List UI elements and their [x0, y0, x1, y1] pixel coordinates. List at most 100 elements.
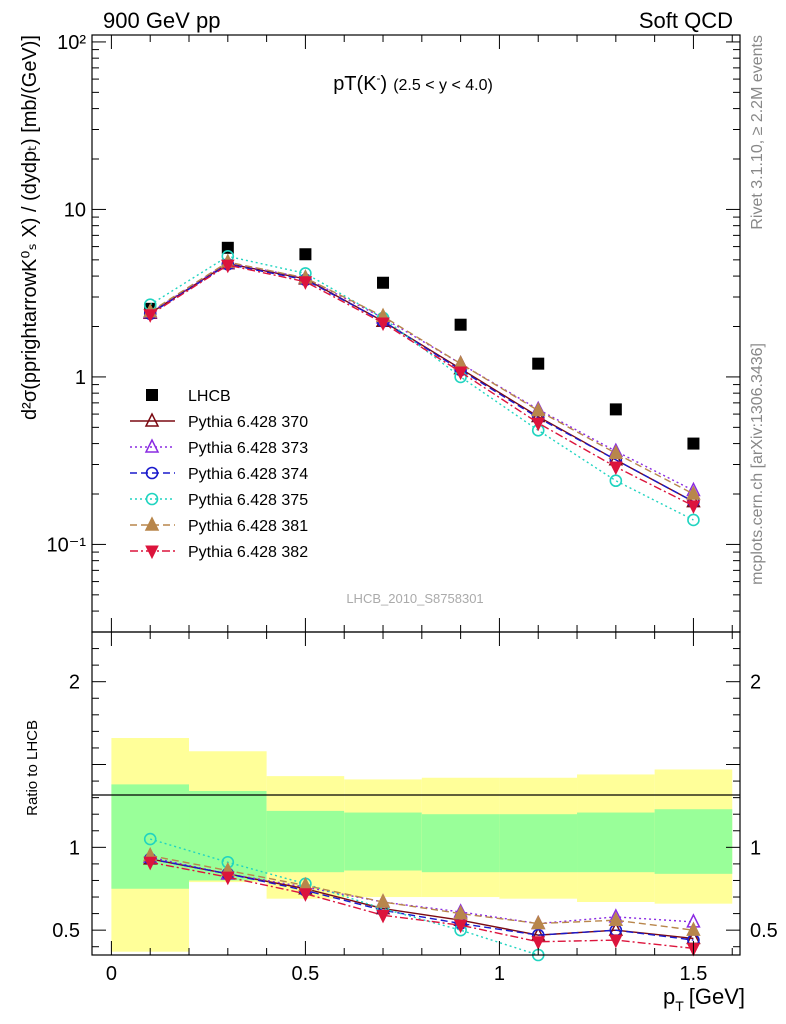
main-data-point — [531, 417, 546, 432]
main-series-line — [149, 261, 694, 495]
main-title: pT(K-) (2.5 < y < 4.0) — [333, 71, 493, 95]
legend-label: Pythia 6.428 375 — [188, 492, 308, 509]
ratio-data-point — [453, 904, 468, 920]
ratio-data-point — [376, 909, 390, 924]
legend-entry: Pythia 6.428 381 — [130, 516, 308, 535]
analysis-label: LHCB_2010_S8758301 — [346, 591, 483, 606]
main-data-point — [609, 403, 622, 416]
main-data-point — [376, 317, 390, 332]
main-data-point — [686, 485, 701, 500]
header-right-label: Soft QCD — [639, 8, 733, 33]
ratio-data-point — [453, 919, 468, 934]
legend-entry: Pythia 6.428 382 — [130, 544, 308, 561]
ratio-data-point — [531, 936, 546, 950]
x-axis-label-main: p — [663, 984, 675, 1009]
main-series-line — [149, 264, 694, 507]
legend-marker — [144, 438, 160, 453]
x-axis-label: pT [GeV] — [663, 984, 745, 1014]
ratio-y-tick-label: 1 — [69, 837, 80, 859]
main-data-point — [687, 437, 700, 450]
legend-entry: Pythia 6.428 370 — [130, 412, 308, 431]
ratio-data-point — [375, 893, 391, 908]
legend-marker — [146, 389, 158, 401]
main-series-line — [149, 263, 694, 503]
main-y-axis-label: d²σ(pprightarrowK⁰ₛ X) / (dydpₜ) [mb/(Ge… — [19, 35, 41, 420]
ratio-y-axis-label: Ratio to LHCB — [24, 720, 41, 816]
ratio-y-tick-label: 2 — [69, 672, 80, 694]
ratio-series-line — [150, 858, 694, 941]
ratio-series-4 — [142, 846, 701, 936]
ratio-data-point — [143, 856, 158, 871]
ratio-inner-band — [266, 810, 345, 873]
main-data-point — [377, 276, 390, 289]
main-data-point — [454, 318, 467, 331]
main-data-point — [531, 401, 546, 417]
main-title-superscript: - — [377, 71, 381, 85]
main-y-tick-label: 10² — [57, 32, 86, 54]
legend-marker — [144, 412, 160, 427]
legend-label: LHCB — [188, 388, 231, 405]
x-axis-label-sub: T — [675, 998, 684, 1014]
main-y-tick-label: 10⁻¹ — [47, 534, 87, 556]
ratio-inner-band — [421, 814, 500, 873]
ratio-data-point — [609, 934, 623, 949]
ratio-data-point — [531, 914, 546, 930]
ratio-series-line — [150, 856, 694, 925]
main-data-point — [298, 276, 313, 290]
ratio-panel: 0.5 0.5 1 1 2 2 0 0.5 1 1.5 Ratio to LHCB pT [GeV] — [24, 631, 778, 1014]
legend-marker — [145, 492, 159, 506]
legend-marker — [144, 516, 160, 531]
main-title-close: ) — [381, 73, 388, 95]
legend-label: Pythia 6.428 374 — [188, 466, 308, 483]
ratio-inner-band — [654, 809, 733, 874]
ratio-data-point — [686, 921, 701, 936]
legend-marker — [145, 466, 159, 480]
ratio-y-tick-label-right: 1 — [750, 837, 761, 859]
header-left-label: 900 GeV pp — [103, 8, 220, 33]
ratio-series-line — [150, 861, 694, 950]
ratio-data-point — [298, 888, 313, 902]
ratio-plot-frame — [91, 631, 741, 956]
legend-label: Pythia 6.428 370 — [188, 414, 308, 431]
ratio-inner-band — [111, 784, 190, 889]
ratio-inner-band — [499, 814, 578, 873]
main-data-point — [608, 444, 624, 460]
x-tick-label: 1 — [494, 963, 505, 985]
legend-entry: Pythia 6.428 374 — [130, 466, 308, 483]
ratio-series-line — [150, 854, 694, 931]
main-data-point — [299, 248, 312, 261]
legend: LHCB Pythia 6.428 370 Pythia 6.428 373 Pyth… — [130, 388, 308, 561]
ratio-inner-band — [577, 812, 655, 873]
main-data-point — [532, 357, 545, 370]
legend-entry: Pythia 6.428 373 — [130, 438, 308, 457]
ratio-y-tick-label-right: 2 — [750, 672, 761, 694]
x-tick-label: 1.5 — [680, 963, 708, 985]
main-title-text: pT(K — [333, 73, 377, 95]
main-data-point — [609, 474, 623, 488]
main-data-point — [143, 309, 158, 323]
ratio-data-point — [143, 832, 157, 846]
main-data-point — [687, 513, 700, 527]
main-title-cuts: (2.5 < y < 4.0) — [393, 77, 493, 94]
ratio-data-point — [608, 911, 624, 926]
legend-entry: LHCB — [146, 388, 231, 405]
main-y-tick-label: 10 — [64, 199, 86, 221]
x-axis-label-unit: [GeV] — [689, 984, 745, 1009]
ratio-y-tick-label-right: 0.5 — [750, 920, 778, 942]
x-tick-label: 0 — [106, 963, 117, 985]
main-data-point — [220, 259, 235, 274]
legend-label: Pythia 6.428 381 — [188, 518, 308, 535]
legend-entry: Pythia 6.428 375 — [130, 492, 308, 509]
main-series-6 — [143, 259, 701, 514]
legend-label: Pythia 6.428 382 — [188, 544, 308, 561]
x-tick-label: 0.5 — [292, 963, 320, 985]
main-plot-frame — [91, 34, 741, 633]
main-data-point — [686, 500, 701, 514]
main-data-point — [453, 366, 468, 381]
ratio-inner-band — [344, 812, 422, 871]
main-y-tick-label: 1 — [75, 367, 86, 389]
legend-marker — [145, 545, 159, 560]
main-series-0 — [144, 241, 700, 450]
main-series-line — [149, 262, 694, 503]
